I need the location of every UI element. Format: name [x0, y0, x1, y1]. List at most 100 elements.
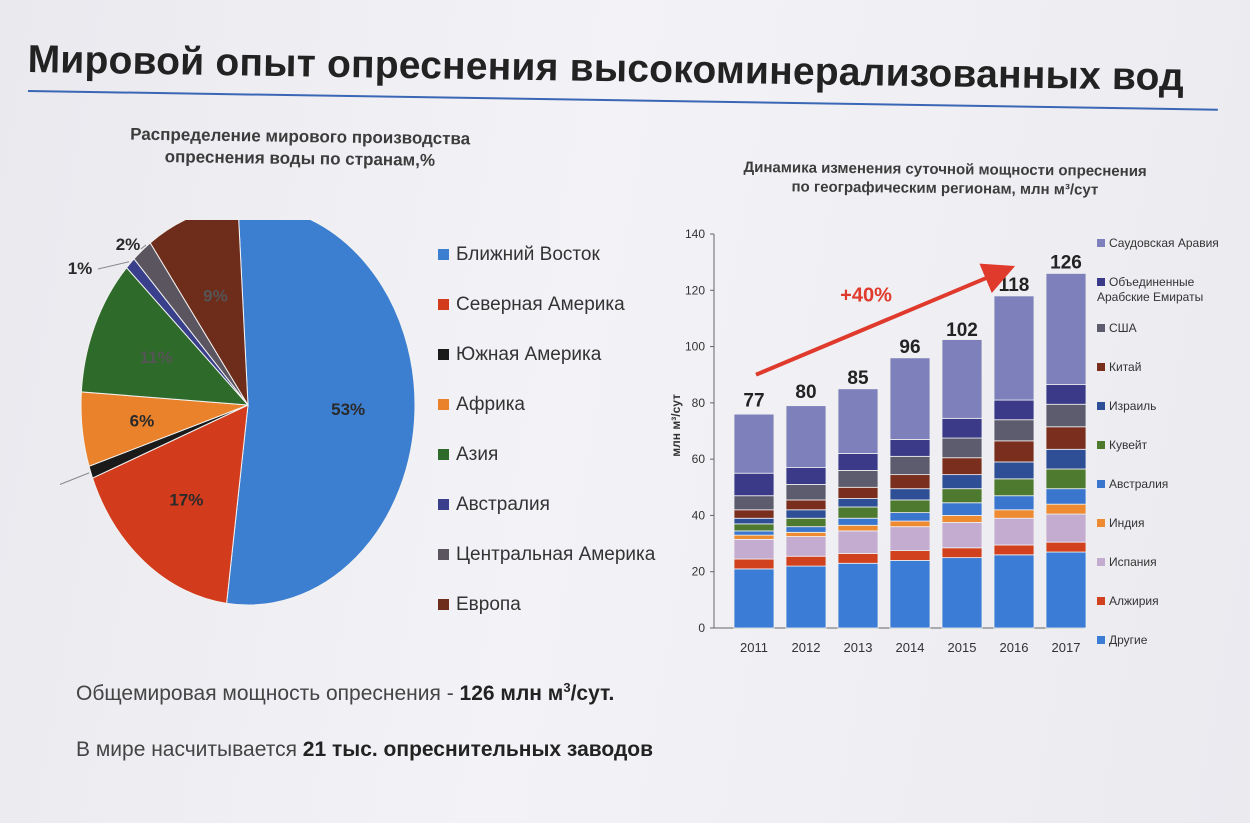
footer-capacity-prefix: Общемировая мощность опреснения -	[76, 682, 460, 705]
pie-legend-entry-item-6: Центральная Америка	[438, 544, 655, 566]
footer-plants-prefix: В мире насчитывается	[76, 738, 303, 761]
bar-segment-2014-series-0	[889, 560, 931, 629]
x-tick-label-2015: 2015	[948, 640, 977, 655]
bar-segment-2016-series-6	[993, 461, 1035, 480]
bar-legend-entry-item-9: Объединенные Арабские Емираты	[1097, 275, 1247, 305]
y-tick-label-item-3: 60	[692, 452, 706, 466]
pie-legend-entry-item-0: Ближний Восток	[438, 244, 600, 266]
pie-legend-label-item-6: Центральная Америка	[456, 544, 656, 565]
bar-legend-swatch-item-7	[1097, 363, 1105, 371]
bar-legend-label-item-4: Австралия	[1109, 477, 1169, 491]
bar-legend-entry-item-10: Саудовская Аравия	[1097, 236, 1247, 251]
bar-segment-2013-series-8	[837, 469, 879, 488]
pie-data-label-item-3: 6%	[130, 412, 155, 431]
x-tick-label-2016: 2016	[1000, 640, 1029, 655]
pie-legend-label-item-4: Азия	[456, 444, 499, 465]
bar-segment-2013-series-2	[837, 530, 879, 554]
bar-segment-2012-series-5	[785, 517, 827, 528]
pie-leader-line-item-6	[140, 244, 147, 250]
bar-segment-2013-series-1	[837, 553, 879, 564]
footer-capacity-suffix: /сут.	[570, 682, 615, 705]
bar-segment-2017-series-10	[1045, 273, 1087, 385]
footer-capacity-number: 126 млн м	[459, 682, 564, 705]
y-tick-label-item-5: 100	[685, 340, 705, 354]
pie-chart-title: Распределение мирового производства опре…	[90, 123, 511, 172]
bar-segment-2015-series-2	[941, 522, 983, 549]
x-tick-label-2012: 2012	[792, 640, 821, 655]
slide-title: Мировой опыт опреснения высокоминерализо…	[27, 38, 1185, 100]
bar-legend-label-item-8: США	[1109, 321, 1137, 335]
bar-segment-2011-series-0	[733, 568, 775, 629]
bar-segment-2011-series-3	[733, 534, 775, 540]
y-tick-label-item-2: 40	[692, 508, 706, 522]
y-tick-label-item-0: 0	[698, 621, 705, 635]
bar-segment-2016-series-1	[993, 544, 1035, 556]
bar-segment-2017-series-2	[1045, 513, 1087, 543]
pie-legend-entry-item-2: Южная Америка	[438, 344, 601, 366]
pie-data-label-item-7: 9%	[203, 287, 228, 306]
bar-segment-2014-series-6	[889, 488, 931, 501]
bar-legend-swatch-item-2	[1097, 558, 1105, 566]
pie-legend-entry-item-7: Европа	[438, 594, 521, 616]
pie-legend-entry-item-1: Северная Америка	[438, 294, 625, 316]
bar-total-label-2017: 126	[1050, 252, 1082, 273]
bar-segment-2015-series-1	[941, 547, 983, 559]
bar-segment-2015-series-9	[941, 417, 983, 439]
bar-segment-2014-series-7	[889, 474, 931, 490]
bar-segment-2017-series-1	[1045, 541, 1087, 553]
pie-legend-label-item-3: Африка	[456, 394, 525, 415]
bar-legend-label-item-2: Испания	[1109, 555, 1157, 569]
bar-segment-2012-series-9	[785, 467, 827, 485]
bar-segment-2015-series-3	[941, 515, 983, 523]
bar-segment-2015-series-10	[941, 339, 983, 419]
y-tick-label-item-6: 120	[685, 283, 705, 297]
footer-capacity: Общемировая мощность опреснения - 126 мл…	[76, 680, 614, 706]
bar-legend-entry-item-3: Индия	[1097, 516, 1247, 531]
bar-segment-2012-series-6	[785, 509, 827, 519]
bar-segment-2014-series-9	[889, 439, 931, 457]
y-tick-label-item-4: 80	[692, 396, 706, 410]
bar-segment-2013-series-9	[837, 453, 879, 471]
x-tick-label-2013: 2013	[844, 640, 873, 655]
pie-legend-entry-item-5: Австралия	[438, 494, 550, 516]
pie-leader-line-item-2	[60, 472, 90, 485]
bar-segment-2016-series-5	[993, 478, 1035, 497]
bar-segment-2012-series-0	[785, 565, 827, 629]
bar-segment-2013-series-0	[837, 562, 879, 629]
bar-total-label-2011: 77	[743, 390, 764, 411]
bar-segment-2017-series-9	[1045, 384, 1087, 405]
pie-legend-swatch-item-3	[438, 399, 449, 411]
pie-chart: 53%17%1%6%11%1%2%9%	[60, 220, 416, 606]
bar-segment-2016-series-8	[993, 419, 1035, 442]
bar-segment-2014-series-3	[889, 520, 931, 528]
bar-segment-2011-series-8	[733, 495, 775, 511]
bar-segment-2011-series-10	[733, 413, 775, 474]
bar-legend-entry-item-4: Австралия	[1097, 477, 1247, 492]
bar-segment-2015-series-0	[941, 557, 983, 629]
bar-segment-2011-series-2	[733, 538, 775, 560]
y-axis-label: млн м³/сут	[669, 394, 683, 457]
x-tick-label-2011: 2011	[740, 640, 768, 655]
pie-legend-label-item-1: Северная Америка	[456, 294, 625, 315]
bar-segment-2011-series-6	[733, 517, 775, 525]
bar-legend-label-item-9: Объединенные Арабские Емираты	[1097, 275, 1204, 304]
bar-segment-2013-series-7	[837, 486, 879, 499]
bar-legend-entry-item-5: Кувейт	[1097, 438, 1247, 453]
bar-segment-2014-series-5	[889, 499, 931, 514]
footer-capacity-value: 126 млн м3/сут.	[459, 680, 615, 705]
pie-legend-swatch-item-5	[438, 499, 449, 511]
bar-legend-swatch-item-6	[1097, 402, 1105, 410]
pie-data-label-item-1: 17%	[169, 491, 203, 510]
bar-segment-2014-series-2	[889, 526, 931, 552]
pie-legend-swatch-item-4	[438, 449, 449, 461]
growth-arrow	[755, 263, 1016, 377]
bar-legend-entry-item-0: Другие	[1097, 633, 1247, 648]
bar-segment-2017-series-4	[1045, 488, 1087, 505]
bar-segment-2016-series-9	[993, 399, 1035, 421]
bar-legend-swatch-item-3	[1097, 519, 1105, 527]
bar-segment-2013-series-10	[837, 388, 879, 454]
pie-legend-swatch-item-2	[438, 349, 449, 361]
bar-chart: 0 20 40 60 80 100 120 140 млн м³/сут 77 2011 80 2012…	[669, 227, 1087, 655]
bar-total-label-2016: 118	[999, 275, 1030, 296]
